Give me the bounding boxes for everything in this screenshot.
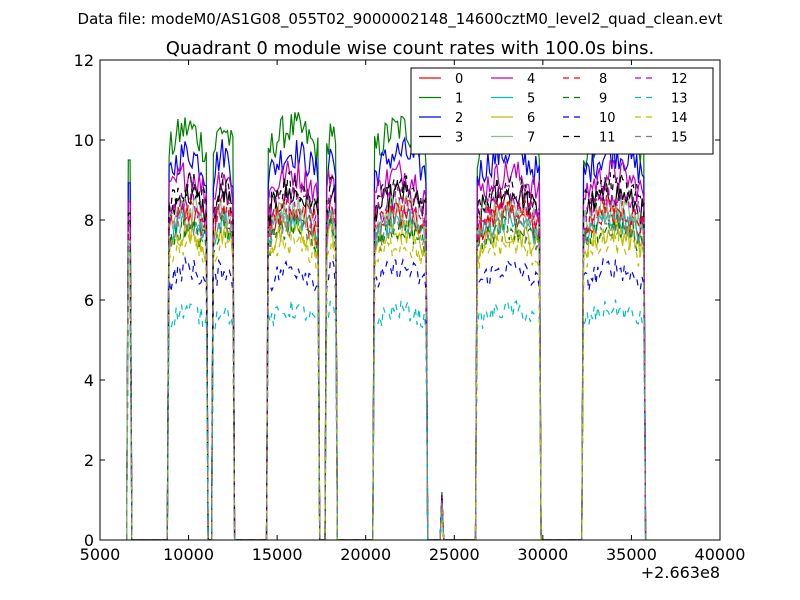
series-line-11: [126, 171, 647, 540]
legend-label-11: 11: [599, 131, 616, 146]
series-line-0: [126, 200, 647, 540]
x-tick-label: 35000: [606, 545, 657, 564]
legend-label-14: 14: [671, 111, 688, 126]
series-line-3: [126, 180, 647, 540]
y-tick-label: 10: [74, 131, 94, 150]
series-line-7: [126, 193, 647, 540]
legend-label-5: 5: [527, 92, 535, 107]
legend-label-7: 7: [527, 131, 535, 146]
x-tick-label: 25000: [429, 545, 480, 564]
series-line-14: [126, 229, 647, 540]
x-tick-label: 15000: [252, 545, 303, 564]
series-line-13: [126, 299, 647, 540]
axis-ticks: 5000 10000 15000 20000 25000 30000 35000 40000 0…: [74, 51, 746, 564]
y-tick-label: 4: [84, 371, 94, 390]
x-tick-label: 30000: [517, 545, 568, 564]
legend-label-3: 3: [455, 131, 463, 146]
y-tick-label: 12: [74, 51, 94, 70]
series-line-8: [126, 192, 647, 540]
x-tick-label: 20000: [340, 545, 391, 564]
legend-label-1: 1: [455, 92, 463, 107]
series-line-9: [126, 213, 647, 540]
legend-label-13: 13: [671, 92, 688, 107]
x-tick-label: 5000: [80, 545, 121, 564]
x-tick-label: 10000: [163, 545, 214, 564]
chart-title: Quadrant 0 module wise count rates with …: [166, 38, 655, 59]
x-offset-label: +2.663e8: [641, 563, 720, 582]
legend-label-10: 10: [599, 111, 616, 126]
legend-label-15: 15: [671, 131, 688, 146]
legend-label-6: 6: [527, 111, 535, 126]
legend-frame: [410, 67, 714, 155]
y-tick-label: 2: [84, 451, 94, 470]
legend-label-2: 2: [455, 111, 463, 126]
series-line-10: [126, 255, 647, 540]
legend-label-0: 0: [455, 72, 463, 87]
y-tick-label: 0: [84, 531, 94, 550]
legend-label-9: 9: [599, 92, 607, 107]
y-tick-label: 8: [84, 211, 94, 230]
series-layer: [126, 110, 647, 540]
legend-label-12: 12: [671, 72, 688, 87]
legend-label-8: 8: [599, 72, 607, 87]
legend-label-4: 4: [527, 72, 535, 87]
series-line-6: [126, 218, 647, 540]
figure-suptitle: Data file: modeM0/AS1G08_055T02_90000021…: [78, 10, 723, 29]
x-tick-label: 40000: [695, 545, 746, 564]
y-tick-label: 6: [84, 291, 94, 310]
